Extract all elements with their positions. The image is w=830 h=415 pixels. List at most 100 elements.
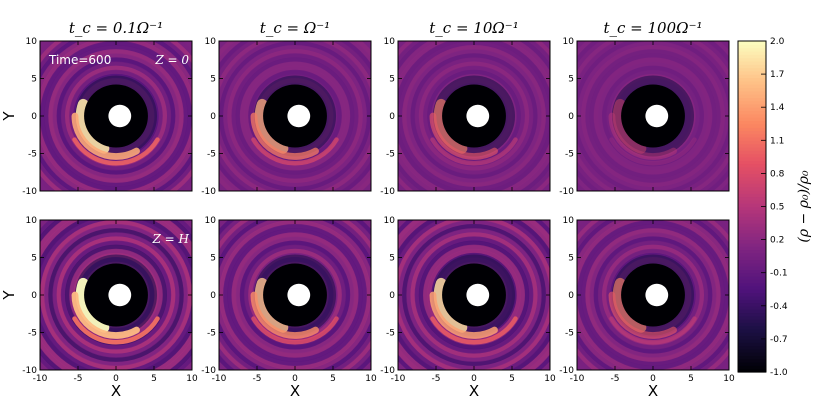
colorbar-segment [738, 289, 766, 294]
density-map [40, 220, 192, 370]
inner-boundary-hole [108, 104, 132, 128]
density-ring [52, 232, 180, 358]
y-tick-label: 10 [205, 216, 217, 226]
density-map [219, 41, 371, 191]
colorbar-segment [738, 127, 766, 131]
colorbar-segment [738, 213, 766, 218]
colorbar-segment [738, 183, 766, 188]
y-tick-label: -10 [380, 187, 395, 197]
spiral-overdensity [612, 98, 647, 154]
colorbar-segment [738, 249, 766, 254]
y-tick-label: -10 [559, 187, 574, 197]
y-tick-label: 5 [568, 254, 574, 264]
x-tick-label: 10 [365, 374, 377, 384]
colorbar-tick-label: 1.1 [770, 136, 784, 146]
colorbar-segment [738, 332, 766, 337]
y-tick-label: -5 [28, 329, 37, 339]
y-tick-label: 5 [31, 254, 37, 264]
x-tick-label: -5 [253, 374, 262, 384]
colorbar-segment [738, 295, 766, 300]
colorbar-segment [738, 338, 766, 343]
density-ring [239, 240, 351, 350]
colorbar-segment [738, 229, 766, 234]
density-ring [235, 236, 355, 354]
colorbar-segment [738, 302, 766, 307]
row-label: Z = H [152, 232, 190, 246]
colorbar-segment [738, 90, 766, 95]
y-axis-label: Y [0, 290, 18, 301]
density-ring [414, 236, 534, 354]
inner-boundary-hole [287, 104, 311, 128]
colorbar-segment [738, 219, 766, 224]
y-tick-label: 10 [384, 216, 396, 226]
colorbar-segment [738, 44, 766, 49]
y-tick-label: 5 [210, 254, 216, 264]
density-ring [44, 223, 188, 367]
density-ring [410, 53, 538, 179]
y-tick-label: -5 [386, 150, 395, 160]
colorbar-segment [738, 232, 766, 237]
density-ring [44, 44, 188, 188]
colorbar-segment [738, 216, 766, 221]
y-tick-label: -10 [201, 366, 216, 376]
colorbar-segment [738, 282, 766, 287]
row-label: Z = 0 [154, 53, 189, 67]
colorbar-segment [738, 206, 766, 211]
colorbar-segment [738, 50, 766, 55]
density-ring [606, 69, 700, 163]
colorbar-segment [738, 77, 766, 82]
panel-r0-c2: -10 -5 0 5 10 t_c = 10Ω⁻¹ [380, 19, 551, 197]
density-ring [597, 61, 709, 171]
colorbar-tick-label: -0.1 [770, 269, 788, 279]
y-tick-label: 10 [26, 216, 38, 226]
density-ring [48, 49, 184, 183]
colorbar-segment [738, 64, 766, 69]
x-tick-label: -10 [570, 374, 585, 384]
colorbar-segment [738, 322, 766, 327]
colorbar-segment [738, 113, 766, 118]
column-title: t_c = 100Ω⁻¹ [603, 19, 702, 37]
colorbar-segment [738, 173, 766, 178]
x-axis-label: X [469, 382, 479, 400]
x-tick-label: 5 [151, 374, 157, 384]
column-title: t_c = 10Ω⁻¹ [429, 19, 519, 37]
x-axis-label: X [290, 382, 300, 400]
colorbar-segment [738, 342, 766, 347]
spiral-overdensity [433, 98, 468, 154]
density-map [219, 220, 371, 370]
spiral-overdensity [429, 112, 498, 160]
y-tick-label: 5 [31, 75, 37, 85]
y-tick-label: -5 [28, 150, 37, 160]
x-tick-label: -5 [432, 374, 441, 384]
y-tick-label: 0 [389, 291, 395, 301]
colorbar-segment [738, 242, 766, 247]
y-tick-label: 0 [568, 112, 574, 122]
spiral-overdensity [250, 291, 319, 339]
density-ring [235, 57, 355, 175]
colorbar-segment [738, 345, 766, 350]
spiral-overdensity [430, 137, 518, 166]
x-tick-label: 10 [544, 374, 556, 384]
density-ring [585, 49, 721, 183]
panel-r0-c3: -10 -5 0 5 10 t_c = 100Ω⁻¹ [559, 19, 730, 197]
colorbar-segment [738, 335, 766, 340]
density-ring [593, 236, 713, 354]
colorbar-segment [738, 103, 766, 108]
y-tick-label: 0 [389, 112, 395, 122]
colorbar-segment [738, 93, 766, 98]
inner-boundary-hole [645, 283, 669, 307]
colorbar-segment [738, 100, 766, 105]
spiral-overdensity [608, 112, 677, 160]
x-tick-label: 0 [292, 374, 298, 384]
density-ring [589, 53, 717, 179]
colorbar-segment [738, 365, 766, 370]
density-map [577, 220, 729, 370]
colorbar-segment [738, 226, 766, 231]
x-tick-label: 0 [650, 374, 656, 384]
y-tick-label: -10 [380, 366, 395, 376]
colorbar-segment [738, 146, 766, 151]
colorbar-segment [738, 107, 766, 112]
colorbar-segment [738, 186, 766, 191]
colorbar-segment [738, 203, 766, 208]
y-tick-label: -10 [201, 187, 216, 197]
